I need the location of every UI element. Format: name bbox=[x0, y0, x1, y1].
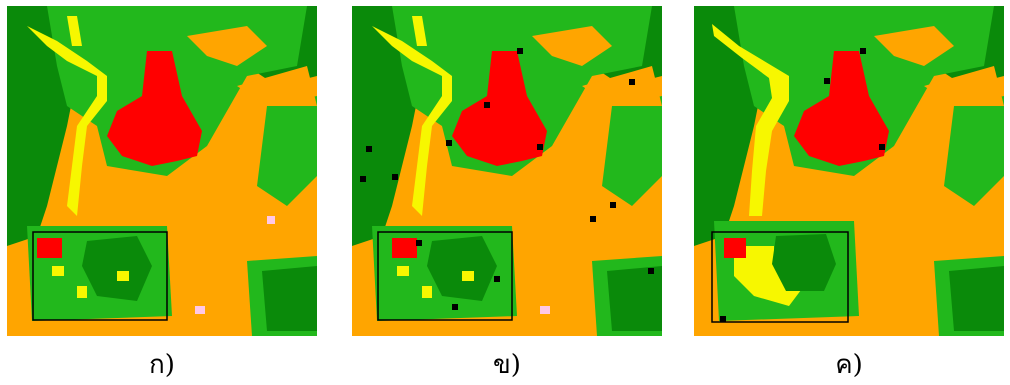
forest-region-corner bbox=[949, 266, 1004, 331]
pink-speck bbox=[540, 306, 550, 314]
red-feature-main bbox=[452, 51, 547, 166]
map-panel-a bbox=[7, 6, 317, 336]
classified-map-a bbox=[7, 6, 317, 336]
noise-pixel bbox=[860, 48, 866, 54]
red-feature-small bbox=[724, 238, 746, 258]
bare-patch-top bbox=[532, 26, 612, 66]
forest-blob-box bbox=[82, 236, 152, 301]
noise-pixel bbox=[484, 102, 490, 108]
classified-map-b bbox=[352, 6, 662, 336]
yellow-path-small bbox=[67, 16, 82, 46]
forest-region-corner bbox=[262, 266, 317, 331]
vegetation-region-right bbox=[257, 96, 317, 206]
yellow-path-main bbox=[712, 24, 789, 216]
yellow-speck bbox=[52, 266, 64, 276]
red-feature-small bbox=[37, 238, 62, 258]
yellow-path-main bbox=[372, 26, 452, 216]
red-feature-main bbox=[107, 51, 202, 166]
yellow-speck bbox=[422, 286, 432, 298]
noise-pixel bbox=[392, 174, 398, 180]
yellow-speck bbox=[397, 266, 409, 276]
bare-patch-right bbox=[924, 66, 1004, 106]
yellow-path-main bbox=[27, 26, 107, 216]
classified-map-c bbox=[694, 6, 1004, 336]
red-feature-small bbox=[392, 238, 417, 258]
yellow-speck bbox=[117, 271, 129, 281]
noise-pixel bbox=[366, 146, 372, 152]
yellow-path-small bbox=[412, 16, 427, 46]
yellow-speck bbox=[77, 286, 87, 298]
pink-speck bbox=[195, 306, 205, 314]
noise-pixel bbox=[360, 176, 366, 182]
noise-pixel bbox=[879, 144, 885, 150]
bare-patch-right bbox=[237, 66, 317, 106]
focus-box bbox=[32, 231, 168, 321]
noise-pixel bbox=[494, 276, 500, 282]
noise-pixel bbox=[452, 304, 458, 310]
pink-speck bbox=[267, 216, 275, 224]
noise-pixel bbox=[824, 78, 830, 84]
caption-b: ข) bbox=[493, 350, 521, 380]
caption-a: ก) bbox=[149, 350, 175, 380]
forest-region-left bbox=[7, 6, 127, 246]
map-panel-b bbox=[352, 6, 662, 336]
noise-pixel bbox=[416, 240, 422, 246]
forest-region-left bbox=[352, 6, 472, 246]
noise-pixel bbox=[610, 202, 616, 208]
vegetation-region-right bbox=[602, 96, 662, 206]
focus-box bbox=[377, 231, 513, 321]
red-feature-main bbox=[794, 51, 889, 166]
caption-c: ค) bbox=[835, 350, 863, 380]
forest-blob-box bbox=[772, 234, 836, 291]
noise-pixel bbox=[446, 140, 452, 146]
noise-pixel bbox=[590, 216, 596, 222]
vegetation-region-right bbox=[944, 96, 1004, 206]
map-panel-c bbox=[694, 6, 1004, 336]
forest-region-left bbox=[694, 6, 814, 246]
noise-pixel bbox=[648, 268, 654, 274]
noise-pixel bbox=[720, 316, 726, 322]
forest-blob-box bbox=[427, 236, 497, 301]
forest-region-corner bbox=[607, 266, 662, 331]
bare-patch-right bbox=[582, 66, 662, 106]
noise-pixel bbox=[537, 144, 543, 150]
noise-pixel bbox=[517, 48, 523, 54]
noise-pixel bbox=[629, 79, 635, 85]
bare-patch-top bbox=[874, 26, 954, 66]
bare-patch-top bbox=[187, 26, 267, 66]
focus-box bbox=[711, 231, 849, 323]
yellow-speck bbox=[462, 271, 474, 281]
